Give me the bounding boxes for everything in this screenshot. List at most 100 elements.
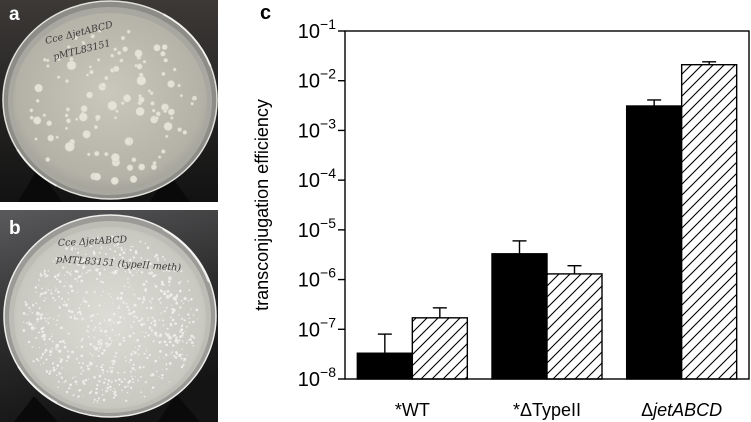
- colony: [192, 320, 195, 324]
- colony: [158, 319, 161, 321]
- colony: [145, 280, 148, 283]
- colony: [70, 289, 74, 293]
- colony: [37, 359, 40, 362]
- colony: [109, 235, 112, 239]
- colony: [80, 354, 84, 358]
- colony: [127, 268, 130, 271]
- colony: [80, 279, 84, 283]
- colony: [131, 367, 135, 370]
- colony: [96, 399, 99, 402]
- colony: [31, 304, 35, 307]
- colony: [73, 35, 78, 41]
- colony: [126, 164, 134, 172]
- colony: [105, 334, 108, 337]
- colony: [95, 391, 98, 395]
- colony: [55, 323, 58, 326]
- y-tick-label-base: 10: [298, 369, 320, 391]
- colony: [174, 335, 178, 340]
- colony: [34, 286, 38, 289]
- colony: [113, 392, 115, 395]
- colony: [167, 80, 175, 88]
- y-tick-label-base: 10: [298, 120, 320, 142]
- colony: [63, 381, 65, 384]
- colony: [57, 349, 62, 354]
- colony: [105, 345, 108, 348]
- colony: [64, 126, 69, 130]
- colony: [166, 289, 170, 293]
- colony: [159, 296, 162, 299]
- colony: [141, 317, 144, 320]
- colony: [125, 399, 128, 402]
- colony: [155, 370, 158, 373]
- colony: [80, 372, 83, 375]
- colony: [25, 303, 28, 306]
- colony: [60, 358, 64, 361]
- colony: [72, 394, 75, 397]
- colony: [174, 355, 178, 360]
- colony: [65, 79, 69, 84]
- colony: [64, 380, 67, 383]
- colony: [58, 272, 61, 274]
- colony: [88, 336, 90, 338]
- colony: [123, 371, 126, 374]
- colony: [82, 369, 84, 372]
- colony: [102, 398, 106, 402]
- bacterial-colonies-b: [22, 235, 199, 404]
- colony: [180, 280, 182, 283]
- colony: [81, 319, 83, 321]
- colony: [161, 373, 164, 377]
- colony: [118, 253, 122, 257]
- colony: [153, 264, 155, 267]
- colony: [103, 319, 106, 321]
- colony: [43, 337, 46, 341]
- colony: [161, 71, 166, 77]
- colony: [89, 269, 92, 272]
- colony: [86, 324, 91, 329]
- colony: [177, 339, 181, 343]
- colony: [83, 297, 85, 300]
- colony: [149, 91, 154, 96]
- colony: [127, 309, 130, 312]
- colony: [173, 270, 176, 273]
- colony: [174, 322, 177, 325]
- colony: [122, 339, 126, 342]
- colony: [22, 312, 26, 315]
- colony: [82, 379, 85, 383]
- colony: [35, 291, 37, 293]
- colony: [163, 121, 173, 131]
- colony: [160, 280, 164, 284]
- colony: [137, 297, 140, 300]
- colony: [77, 263, 80, 266]
- colony: [182, 324, 184, 326]
- colony: [168, 284, 171, 286]
- colony: [132, 381, 135, 384]
- colony: [55, 288, 57, 291]
- colony: [180, 270, 183, 273]
- colony: [197, 318, 199, 320]
- colony: [97, 29, 102, 33]
- colony: [100, 329, 103, 332]
- colony: [112, 312, 116, 316]
- colony: [163, 292, 167, 295]
- colony: [100, 247, 103, 249]
- colony: [162, 319, 165, 322]
- colony: [178, 314, 180, 316]
- colony: [161, 44, 168, 51]
- colony: [186, 354, 188, 356]
- colony: [35, 336, 38, 339]
- colony: [159, 289, 163, 292]
- colony: [170, 304, 172, 306]
- colony: [140, 318, 143, 321]
- colony: [66, 60, 77, 71]
- colony: [56, 278, 59, 281]
- colony: [87, 367, 90, 371]
- colony: [138, 344, 141, 348]
- colony: [103, 349, 106, 352]
- colony: [150, 372, 155, 377]
- colony: [101, 351, 104, 355]
- colony: [58, 306, 61, 308]
- bar-series-2-category-1: [411, 317, 469, 380]
- colony: [145, 350, 147, 352]
- colony: [101, 394, 104, 396]
- colony: [44, 351, 46, 354]
